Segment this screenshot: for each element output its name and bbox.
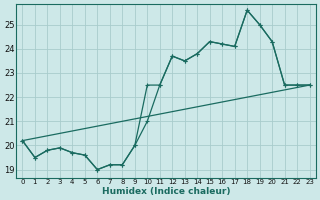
- X-axis label: Humidex (Indice chaleur): Humidex (Indice chaleur): [102, 187, 230, 196]
